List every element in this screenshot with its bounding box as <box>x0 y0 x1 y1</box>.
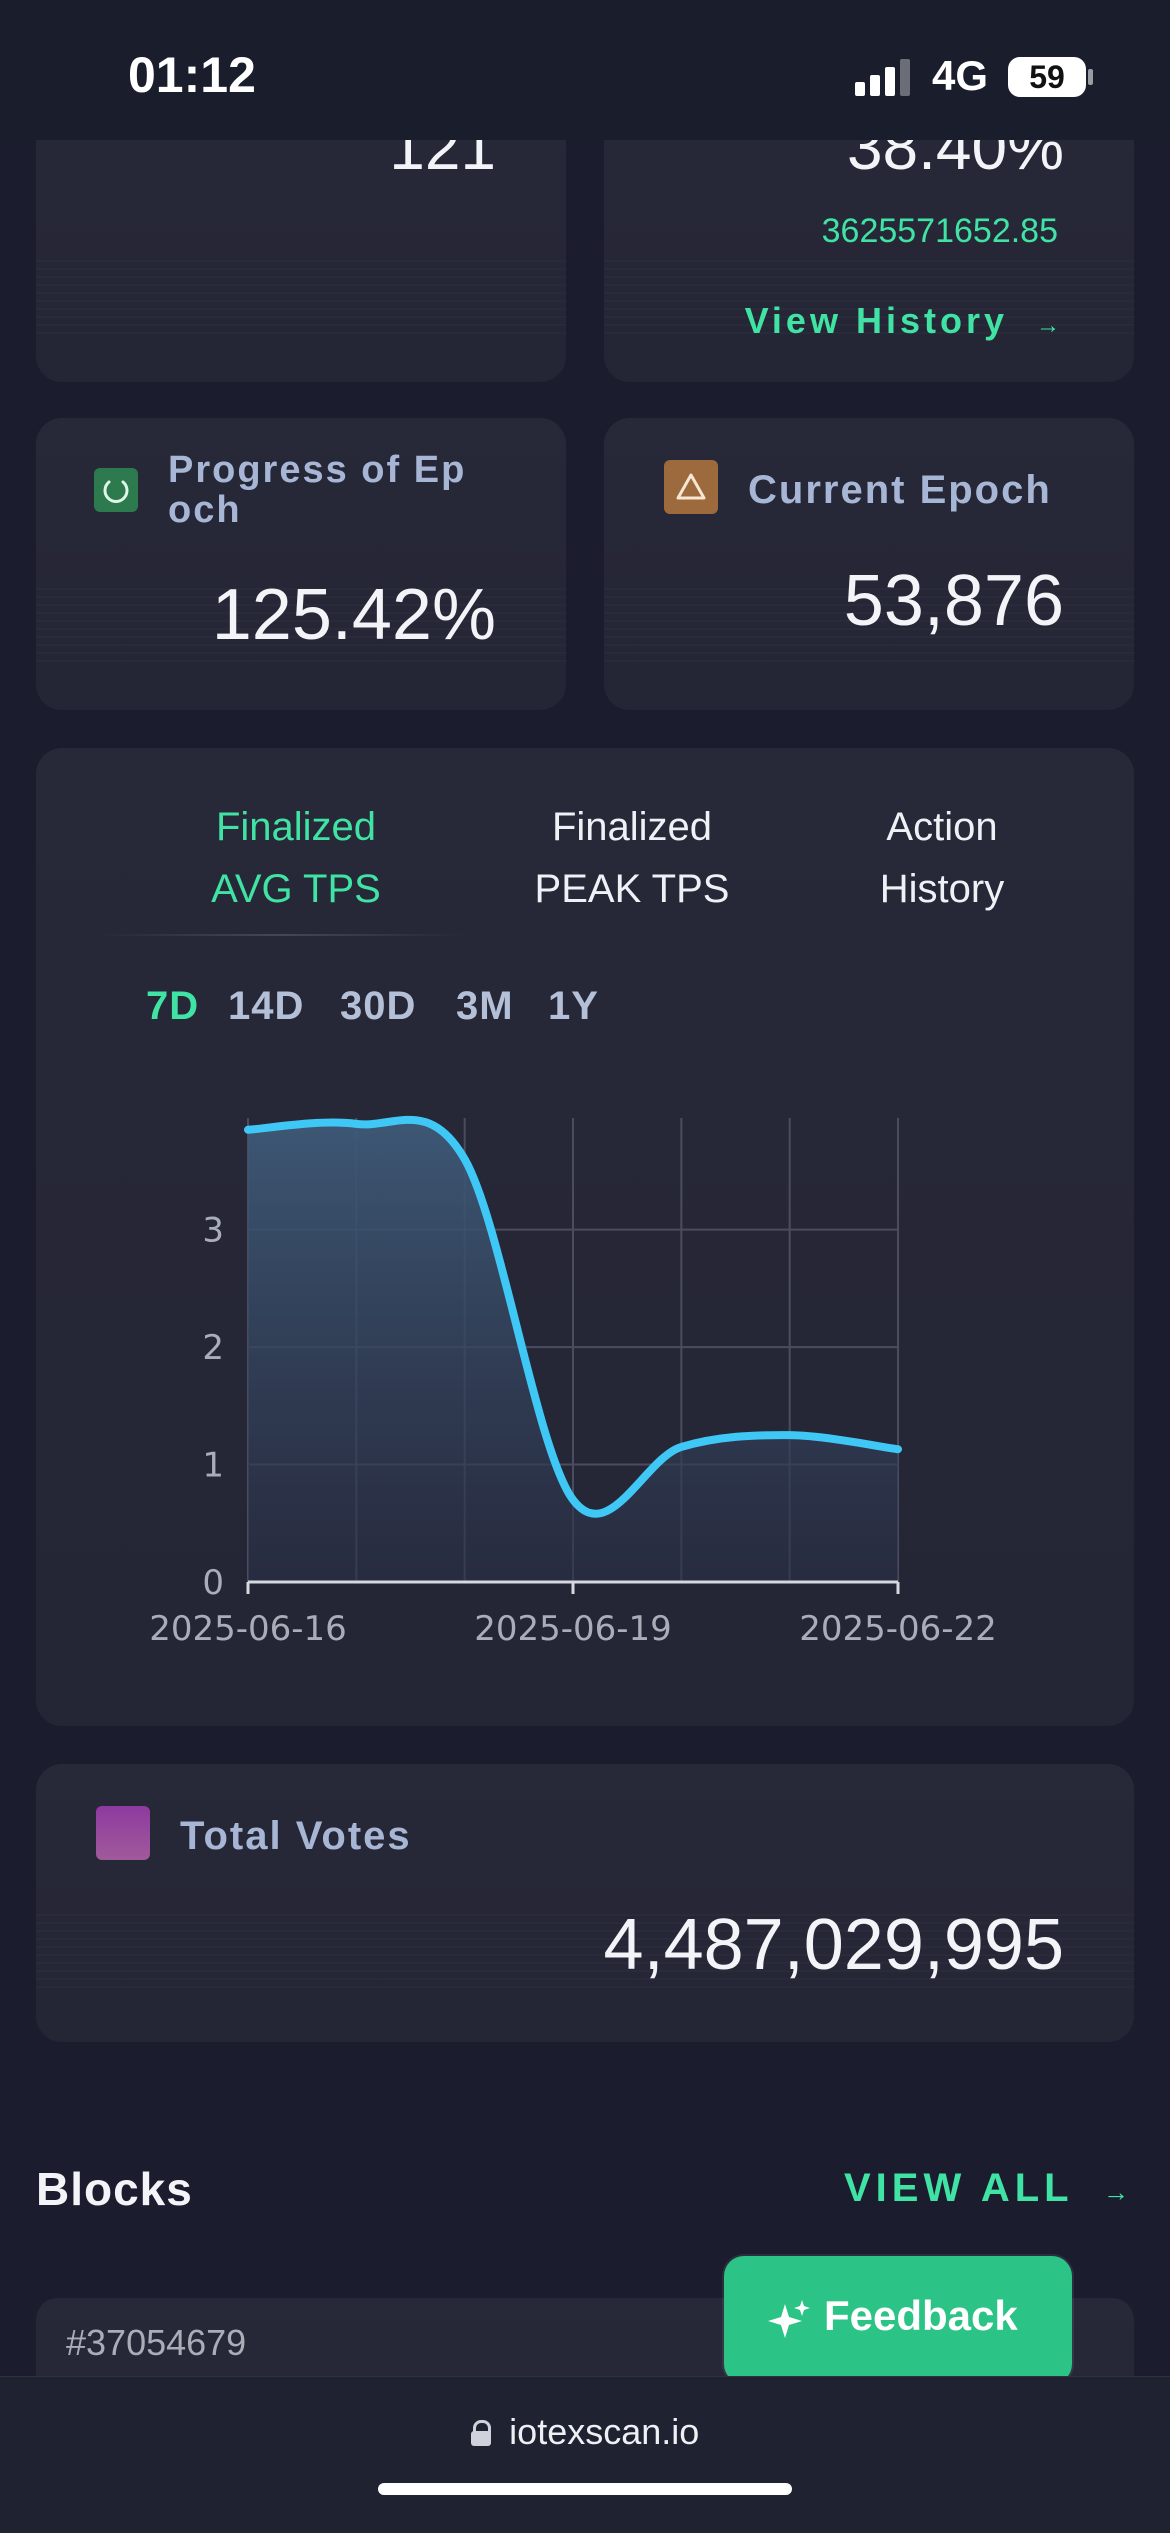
tab-avg-tps[interactable]: Finalized AVG TPS <box>211 805 381 911</box>
current-epoch-label: Current Epoch <box>748 468 1052 512</box>
status-time-overlay: 01:12 <box>128 47 256 103</box>
y-tick-label: 0 <box>202 1563 224 1603</box>
progress-icon <box>94 468 138 512</box>
block-number[interactable]: #37054679 <box>66 2322 247 2363</box>
total-votes-label: Total Votes <box>180 1814 412 1858</box>
range-1y[interactable]: 1Y <box>548 984 599 1028</box>
current-epoch-card: Current Epoch 53,876 <box>604 418 1134 710</box>
x-tick-label: 2025-06-16 <box>149 1609 347 1649</box>
view-all-label: VIEW ALL <box>843 2166 1073 2210</box>
y-tick-label: 2 <box>202 1328 224 1368</box>
current-epoch-value: 53,876 <box>843 561 1064 641</box>
tab-underline <box>96 934 466 936</box>
chart-series-line <box>244 1115 902 1518</box>
epoch-progress-value: 125.42% <box>211 575 496 655</box>
x-tick-label: 2025-06-19 <box>474 1609 672 1649</box>
y-tick-label: 3 <box>202 1211 224 1251</box>
staking-card: 38.40% 3625571652.85 View History → <box>604 110 1134 382</box>
tab-action-history[interactable]: Action History <box>879 805 1005 911</box>
tab-peak-tps[interactable]: Finalized PEAK TPS <box>534 805 730 911</box>
arrow-right-icon: → <box>1036 312 1064 339</box>
epoch-progress-card: Progress of Ep och 125.42% <box>36 418 566 710</box>
triangle-icon <box>664 460 718 514</box>
votes-icon <box>96 1806 150 1860</box>
feedback-button[interactable]: Feedback <box>724 2256 1072 2384</box>
tps-chart: 2025-06-16 2025-06-19 2025-06-22 0 1 2 3 <box>149 1115 997 1649</box>
battery-icon: 59 <box>1008 57 1086 97</box>
range-3m[interactable]: 3M <box>456 984 514 1028</box>
view-all-link[interactable]: VIEW ALL → <box>844 2166 1134 2211</box>
view-history-label: View History <box>744 300 1008 341</box>
lock-icon <box>470 2420 491 2446</box>
signal-icon <box>855 58 915 96</box>
range-14d[interactable]: 14D <box>228 984 305 1028</box>
arrow-right-icon: → <box>1103 2177 1134 2207</box>
range-30d[interactable]: 30D <box>340 984 417 1028</box>
home-indicator <box>378 2483 792 2495</box>
sparkle-icon <box>768 2300 810 2338</box>
tps-chart-card: Finalized AVG TPS Finalized PEAK TPS Act… <box>36 748 1134 1726</box>
feedback-label: Feedback <box>824 2292 1018 2339</box>
chart-area-fill <box>248 1119 898 1582</box>
url-text: iotexscan.io <box>509 2411 700 2452</box>
staking-amount: 3625571652.85 <box>821 212 1058 250</box>
network-type-overlay: 4G <box>932 52 989 99</box>
total-votes-value: 4,487,029,995 <box>603 1905 1064 1985</box>
total-votes-card: Total Votes 4,487,029,995 <box>36 1764 1134 2042</box>
browser-bar: iotexscan.io <box>0 2376 1170 2533</box>
epoch-progress-label: Progress of Ep och <box>168 449 467 531</box>
blocks-title: Blocks <box>36 2163 193 2215</box>
address-bar[interactable]: iotexscan.io <box>0 2411 1170 2453</box>
validators-card: 121 <box>36 110 566 382</box>
x-tick-label: 2025-06-22 <box>799 1609 997 1649</box>
view-history-link[interactable]: View History → <box>745 300 1064 342</box>
range-7d[interactable]: 7D <box>146 984 200 1028</box>
y-tick-label: 1 <box>202 1446 224 1486</box>
